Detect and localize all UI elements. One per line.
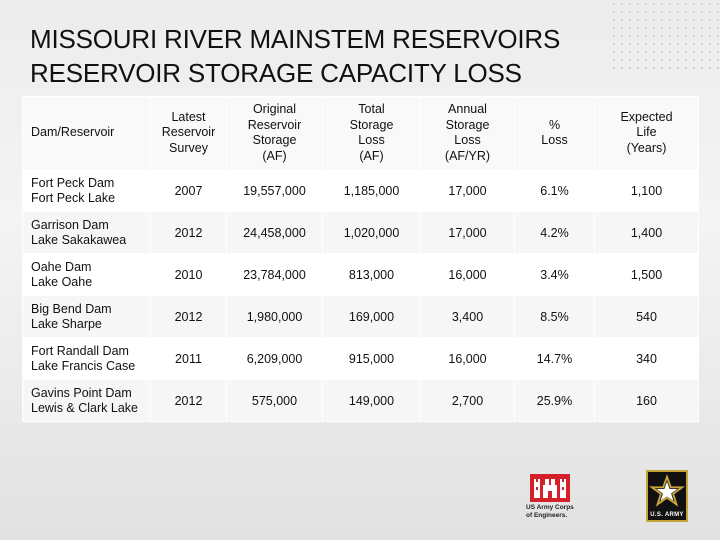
cell-pct-loss: 25.9% — [514, 379, 595, 422]
table-row: Fort Randall Dam Lake Francis Case 2011 6,2… — [22, 337, 699, 380]
cell-annual-loss: 3,400 — [420, 295, 515, 338]
cell-pct-loss: 14.7% — [514, 337, 595, 380]
cell-pct-loss: 8.5% — [514, 295, 595, 338]
cell-annual-loss: 16,000 — [420, 253, 515, 296]
cell-original: 24,458,000 — [226, 211, 323, 254]
usace-caption: US Army Corps of Engineers. — [526, 504, 574, 519]
cell-life: 160 — [594, 379, 699, 422]
table-row: Oahe Dam Lake Oahe 2010 23,784,000 813,000 16… — [22, 253, 699, 296]
cell-survey: 2007 — [150, 169, 227, 212]
cell-original: 19,557,000 — [226, 169, 323, 212]
cell-total-loss: 813,000 — [322, 253, 421, 296]
decorative-dot-pattern — [610, 0, 720, 70]
lake-name: Lake Sakakawea — [31, 232, 127, 247]
cell-survey: 2011 — [150, 337, 227, 380]
cell-total-loss: 149,000 — [322, 379, 421, 422]
cell-survey: 2012 — [150, 211, 227, 254]
dam-name: Big Bend Dam — [31, 301, 112, 316]
dam-name: Fort Peck Dam — [31, 175, 115, 190]
cell-total-loss: 1,020,000 — [322, 211, 421, 254]
cell-survey: 2010 — [150, 253, 227, 296]
reservoir-name-cell: Oahe Dam Lake Oahe — [22, 253, 151, 296]
us-army-logo: U.S. ARMY — [646, 470, 688, 522]
cell-annual-loss: 17,000 — [420, 169, 515, 212]
lake-name: Lake Oahe — [31, 274, 93, 289]
table-body: Fort Peck Dam Fort Peck Lake 2007 19,557,00… — [22, 169, 699, 422]
header-dam-reservoir: Dam/Reservoir — [22, 96, 151, 170]
dam-name: Oahe Dam — [31, 259, 92, 274]
page-title: MISSOURI RIVER MAINSTEM RESERVOIRS RESER… — [30, 22, 690, 90]
lake-name: Lewis & Clark Lake — [31, 400, 138, 415]
cell-original: 575,000 — [226, 379, 323, 422]
cell-annual-loss: 2,700 — [420, 379, 515, 422]
cell-life: 540 — [594, 295, 699, 338]
cell-total-loss: 1,185,000 — [322, 169, 421, 212]
cell-pct-loss: 3.4% — [514, 253, 595, 296]
table-row: Gavins Point Dam Lewis & Clark Lake 2012 57… — [22, 379, 699, 422]
cell-annual-loss: 17,000 — [420, 211, 515, 254]
cell-original: 23,784,000 — [226, 253, 323, 296]
cell-pct-loss: 4.2% — [514, 211, 595, 254]
table-header-row: Dam/Reservoir Latest Reservoir Survey Origin… — [22, 96, 699, 170]
lake-name: Lake Sharpe — [31, 316, 102, 331]
title-line-2: RESERVOIR STORAGE CAPACITY LOSS — [30, 58, 522, 88]
dam-name: Gavins Point Dam — [31, 385, 132, 400]
star-icon — [648, 474, 686, 507]
cell-survey: 2012 — [150, 379, 227, 422]
castle-icon — [530, 474, 570, 502]
reservoir-storage-table: Dam/Reservoir Latest Reservoir Survey Origin… — [22, 96, 699, 422]
army-label: U.S. ARMY — [650, 512, 684, 518]
cell-survey: 2012 — [150, 295, 227, 338]
header-latest-survey: Latest Reservoir Survey — [150, 96, 227, 170]
cell-pct-loss: 6.1% — [514, 169, 595, 212]
cell-total-loss: 915,000 — [322, 337, 421, 380]
cell-life: 1,100 — [594, 169, 699, 212]
header-original-storage: Original Reservoir Storage (AF) — [226, 96, 323, 170]
dam-name: Garrison Dam — [31, 217, 109, 232]
table-row: Big Bend Dam Lake Sharpe 2012 1,980,000 169,… — [22, 295, 699, 338]
reservoir-name-cell: Fort Randall Dam Lake Francis Case — [22, 337, 151, 380]
cell-annual-loss: 16,000 — [420, 337, 515, 380]
table-row: Fort Peck Dam Fort Peck Lake 2007 19,557,00… — [22, 169, 699, 212]
reservoir-name-cell: Garrison Dam Lake Sakakawea — [22, 211, 151, 254]
cell-life: 340 — [594, 337, 699, 380]
dam-name: Fort Randall Dam — [31, 343, 129, 358]
header-total-storage-loss: Total Storage Loss (AF) — [322, 96, 421, 170]
lake-name: Lake Francis Case — [31, 358, 136, 373]
reservoir-name-cell: Fort Peck Dam Fort Peck Lake — [22, 169, 151, 212]
usace-logo: US Army Corps of Engineers. — [526, 474, 596, 522]
reservoir-name-cell: Big Bend Dam Lake Sharpe — [22, 295, 151, 338]
cell-total-loss: 169,000 — [322, 295, 421, 338]
cell-life: 1,400 — [594, 211, 699, 254]
lake-name: Fort Peck Lake — [31, 190, 116, 205]
cell-original: 1,980,000 — [226, 295, 323, 338]
header-percent-loss: % Loss — [514, 96, 595, 170]
reservoir-name-cell: Gavins Point Dam Lewis & Clark Lake — [22, 379, 151, 422]
title-line-1: MISSOURI RIVER MAINSTEM RESERVOIRS — [30, 24, 561, 54]
cell-life: 1,500 — [594, 253, 699, 296]
table-row: Garrison Dam Lake Sakakawea 2012 24,458,000… — [22, 211, 699, 254]
cell-original: 6,209,000 — [226, 337, 323, 380]
header-annual-storage-loss: Annual Storage Loss (AF/YR) — [420, 96, 515, 170]
header-expected-life: Expected Life (Years) — [594, 96, 699, 170]
